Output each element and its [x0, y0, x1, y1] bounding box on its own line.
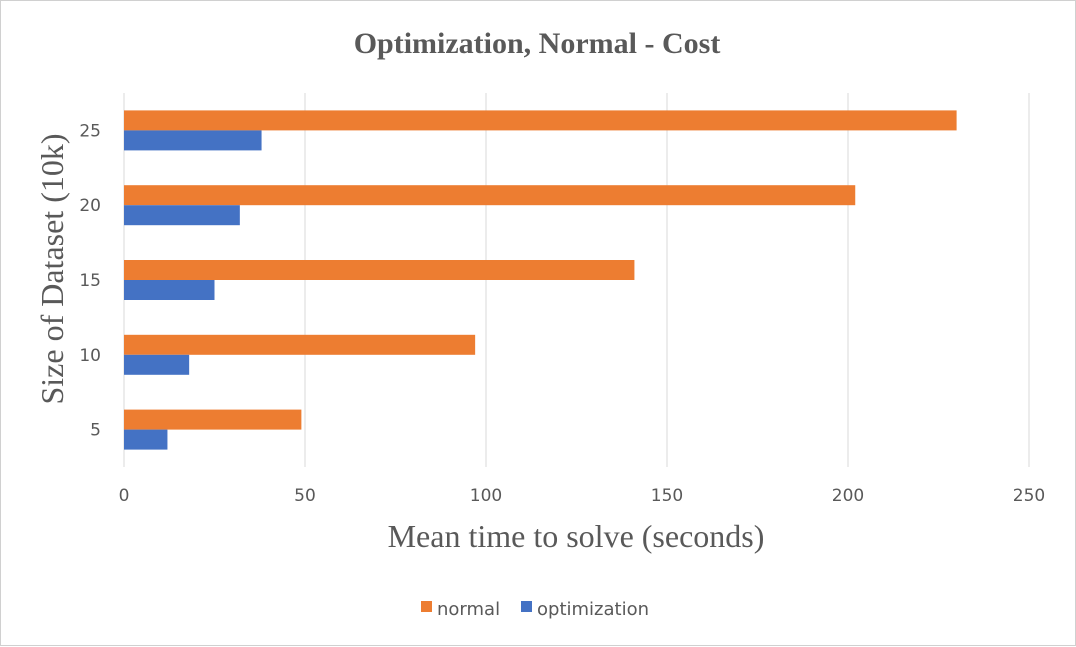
- y-tick-label: 25: [79, 121, 101, 141]
- y-tick-label: 20: [79, 196, 101, 216]
- legend-swatch-normal: [421, 601, 432, 612]
- x-tick-label: 150: [651, 486, 683, 506]
- y-tick-label: 10: [79, 346, 101, 366]
- x-tick-label: 250: [1013, 486, 1045, 506]
- legend-label-optimization: optimization: [537, 599, 649, 620]
- x-tick-label: 200: [832, 486, 864, 506]
- x-axis-title: Mean time to solve (seconds): [388, 518, 765, 554]
- y-tick-label: 15: [79, 271, 101, 291]
- x-tick-labels: 0 50 100 150 200 250: [119, 486, 1046, 506]
- chart-title: Optimization, Normal - Cost: [354, 27, 721, 60]
- bar-optimization-15: [124, 280, 215, 300]
- y-tick-labels: 5 10 15 20 25: [79, 121, 101, 440]
- bar-optimization-25: [124, 130, 262, 151]
- x-tick-label: 100: [470, 486, 502, 506]
- y-tick-label: 5: [90, 421, 101, 441]
- bar-optimization-5: [124, 429, 168, 450]
- legend-label-normal: normal: [437, 599, 500, 620]
- y-axis-title: Size of Dataset (10k): [34, 133, 70, 404]
- bar-normal-20: [124, 185, 856, 206]
- bar-normal-5: [124, 409, 302, 430]
- bar-optimization-20: [124, 205, 240, 226]
- bar-normal-10: [124, 334, 476, 355]
- bar-normal-15: [124, 260, 635, 280]
- bar-normal-25: [124, 110, 957, 131]
- legend-swatch-optimization: [521, 601, 532, 612]
- bars: [124, 110, 957, 450]
- bar-optimization-10: [124, 354, 190, 375]
- legend: normal optimization: [421, 599, 649, 620]
- x-tick-label: 0: [119, 486, 130, 506]
- x-tick-label: 50: [294, 486, 316, 506]
